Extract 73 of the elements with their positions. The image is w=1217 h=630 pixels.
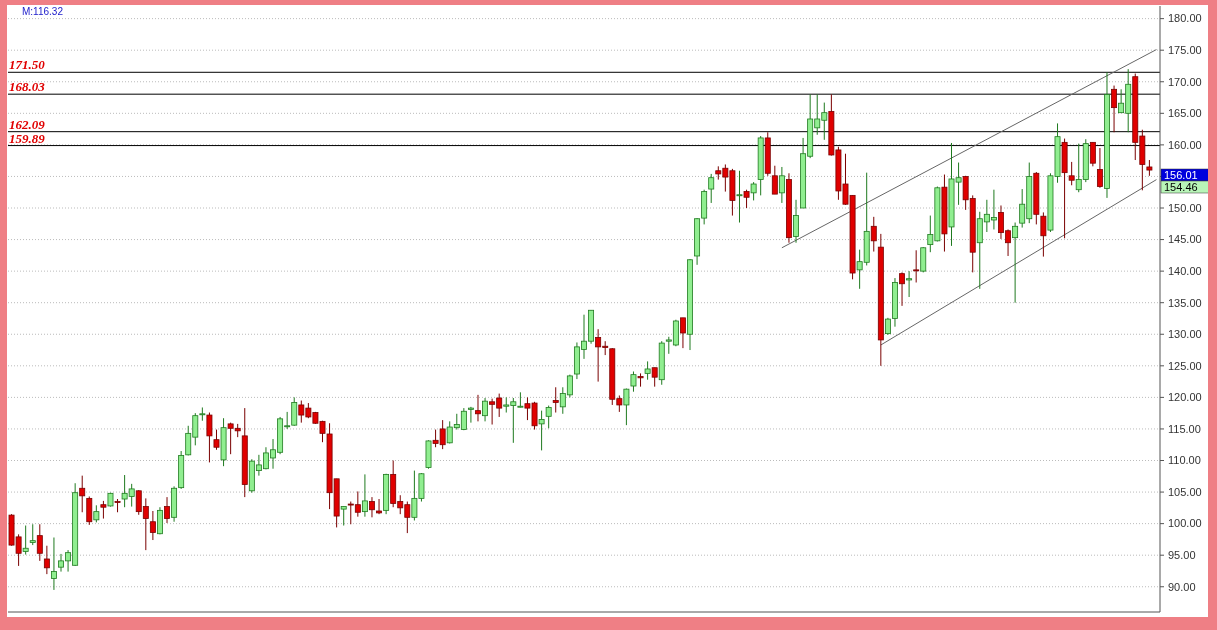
y-tick-label: 170.00 (1168, 75, 1202, 88)
y-tick-label: 100.00 (1168, 517, 1202, 530)
y-tick-label: 125.00 (1168, 359, 1202, 372)
candlestick (1111, 85, 1118, 133)
candlestick (1096, 147, 1103, 189)
candlestick (86, 495, 93, 526)
candlestick (467, 406, 474, 424)
candlestick (213, 429, 220, 451)
y-tick-label: 150.00 (1168, 201, 1202, 214)
candlestick (680, 317, 686, 349)
y-tick-label: 175.00 (1168, 44, 1202, 57)
candlestick (743, 189, 750, 209)
candlestick (36, 523, 43, 562)
y-tick-label: 130.00 (1168, 328, 1202, 341)
y-tick-label: 180.00 (1168, 12, 1202, 25)
candlestick (475, 394, 481, 422)
candlestick (870, 216, 877, 253)
candlestick (771, 165, 778, 195)
y-tick-label: 115.00 (1168, 422, 1201, 435)
candlestick (29, 523, 36, 546)
candlestick (43, 545, 50, 575)
ref-line-label: 159.89 (9, 130, 46, 146)
y-tick-label: 90.00 (1168, 580, 1196, 593)
candlestick (164, 496, 170, 524)
y-tick-label: 95.00 (1168, 549, 1196, 562)
text: 156.01 (1164, 168, 1198, 181)
text: 154.46 (1164, 180, 1198, 193)
candlestick (778, 166, 785, 204)
annotation: M:116.32 (22, 6, 64, 17)
ref-line-label: 168.03 (9, 79, 46, 95)
candlestick (50, 537, 57, 591)
candlestick (920, 246, 927, 273)
candlestick (1040, 211, 1047, 258)
candlestick (482, 397, 488, 422)
candlestick (517, 391, 524, 408)
candlestick (913, 249, 920, 283)
candlestick (750, 181, 757, 201)
candlestick (552, 386, 559, 414)
candlestick (79, 475, 86, 513)
candlestick (637, 372, 644, 388)
candlestick (1068, 161, 1075, 186)
candlestick (369, 496, 375, 518)
candlestick (623, 388, 630, 426)
candlestick (708, 173, 715, 204)
y-tick-label: 145.00 (1168, 233, 1202, 246)
candlestick (793, 199, 799, 244)
candlestick (361, 473, 368, 518)
candlestick (340, 506, 347, 527)
candlestick (736, 170, 743, 224)
y-tick-label: 105.00 (1168, 485, 1202, 498)
candlestick (157, 506, 163, 535)
candlestick (1089, 141, 1096, 167)
candlestick (538, 410, 545, 451)
ref-line-label: 171.50 (9, 57, 46, 73)
candlestick (644, 360, 651, 381)
y-tick-label: 160.00 (1168, 138, 1202, 151)
y-tick-label: 165.00 (1168, 107, 1202, 120)
y-tick-label: 110.00 (1168, 454, 1201, 467)
candlestick (206, 412, 213, 463)
y-tick-label: 135.00 (1168, 296, 1202, 309)
candlestick (22, 525, 29, 556)
y-tick-label: 120.00 (1168, 391, 1202, 404)
candlestick (149, 510, 156, 541)
candlestick (376, 498, 382, 515)
candlestick (906, 270, 913, 298)
candlestick (199, 406, 206, 422)
ref-line-label: 162.09 (9, 116, 46, 132)
candlestick (651, 367, 658, 388)
y-tick-label: 140.00 (1168, 264, 1202, 277)
candlestick (545, 405, 552, 429)
candlestick (1012, 222, 1019, 304)
candlestick (630, 370, 637, 393)
candlestick (899, 271, 905, 307)
